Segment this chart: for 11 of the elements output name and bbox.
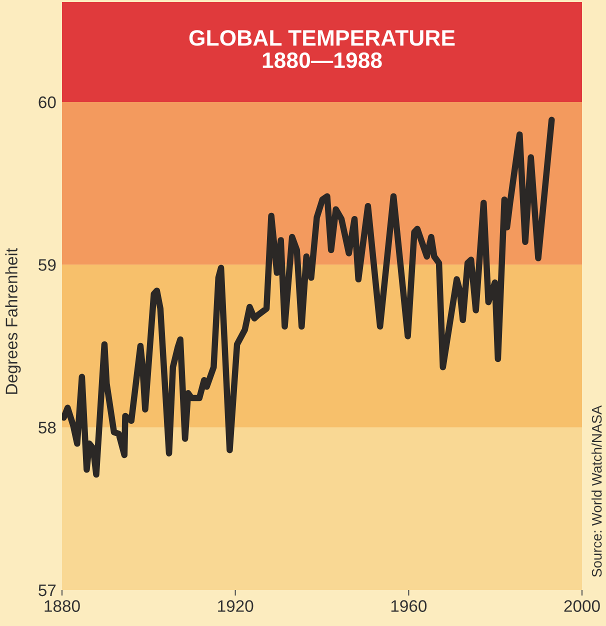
x-tick-label: 1880: [44, 600, 80, 612]
y-axis-title: Degrees Fahrenheit: [5, 248, 21, 394]
y-tick-label: 60: [38, 96, 56, 108]
y-tick-label: 58: [38, 422, 56, 434]
x-tick-label: 2000: [564, 600, 600, 612]
x-tick-label: 1960: [391, 600, 427, 612]
source-note: Source: World Watch/NASA: [592, 405, 602, 577]
y-tick-label: 59: [38, 259, 56, 271]
chart-title: GLOBAL TEMPERATURE 1880—1988: [189, 30, 455, 68]
y-tick-label: 57: [38, 584, 56, 596]
x-tick-label: 1920: [218, 600, 254, 612]
